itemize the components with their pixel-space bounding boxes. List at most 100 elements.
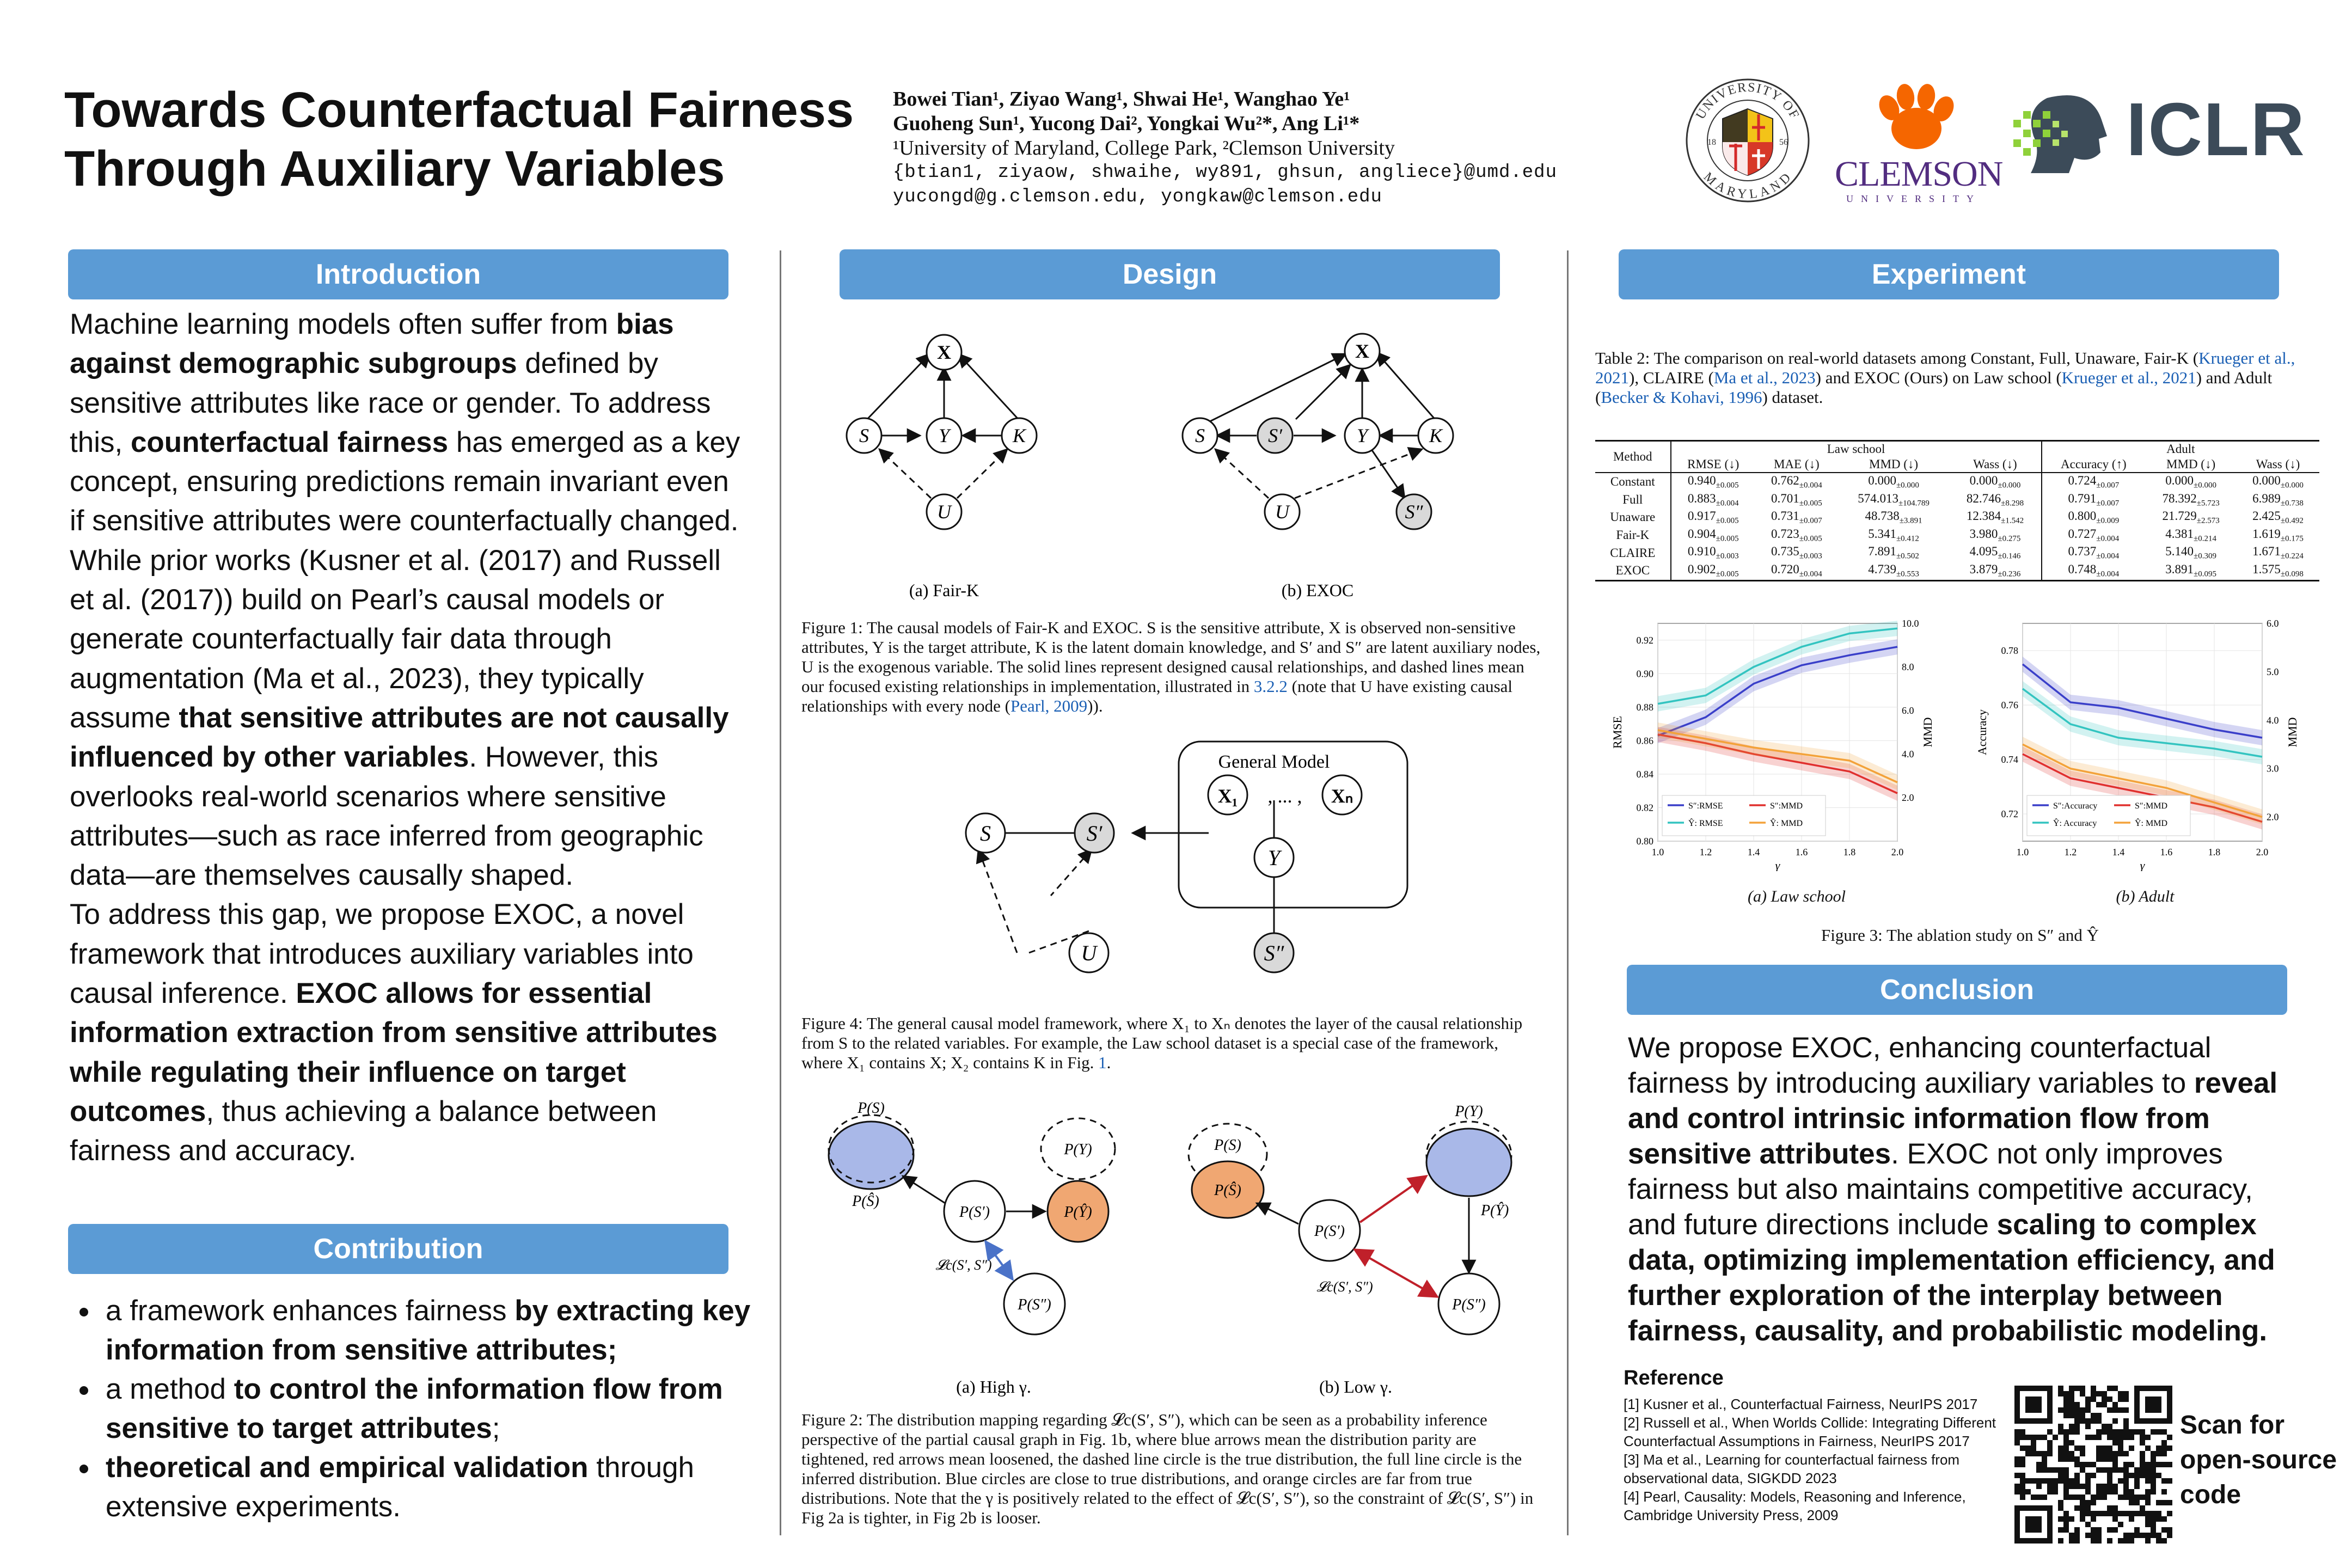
y2-tick-label: 10.0 xyxy=(1902,618,1919,629)
cell-plusminus: ± xyxy=(1716,534,1720,543)
qr-module xyxy=(2145,1467,2151,1473)
intro-bold: EXOC allows for essential information ex… xyxy=(70,977,718,1128)
qr-module xyxy=(2156,1429,2161,1435)
qr-module xyxy=(2140,1456,2145,1462)
qr-module xyxy=(2020,1478,2025,1484)
x-tick-label: 1.2 xyxy=(1700,847,1712,857)
qr-module xyxy=(2085,1402,2091,1407)
fig1a-caption: (a) Fair-K xyxy=(909,580,979,600)
qr-module xyxy=(2063,1413,2069,1418)
fig1a-nodes: X S Y K U xyxy=(846,334,1038,530)
qr-module xyxy=(2058,1500,2063,1505)
qr-module xyxy=(2161,1500,2167,1505)
x-tick-label: 1.4 xyxy=(1748,847,1760,857)
qr-module xyxy=(2118,1429,2123,1435)
group-adult: Adult xyxy=(2166,442,2195,456)
qr-module xyxy=(2096,1538,2102,1543)
qr-module xyxy=(2118,1445,2123,1451)
x-tick-label: 1.0 xyxy=(2017,847,2029,857)
cell-plusminus: ± xyxy=(2193,481,2198,490)
qr-module xyxy=(2096,1418,2102,1424)
qr-module xyxy=(2058,1424,2063,1429)
fig4-caption-ref[interactable]: 1 xyxy=(1098,1053,1107,1072)
cell-mean: 3.980 xyxy=(1969,526,1998,541)
qr-module xyxy=(2020,1489,2025,1494)
table-cell: 0.735±0.003 xyxy=(1755,544,1838,562)
table-cell: 4.381±0.214 xyxy=(2145,526,2237,544)
row-method: CLAIRE xyxy=(1595,544,1671,562)
qr-module xyxy=(2107,1435,2112,1440)
qr-module xyxy=(2161,1538,2167,1543)
series-band xyxy=(1658,722,1897,790)
qr-module xyxy=(2161,1445,2167,1451)
table-caption-ref[interactable]: Krueger et al., 2021 xyxy=(2061,368,2196,387)
label-dots: , ... , xyxy=(1268,785,1302,807)
qr-module xyxy=(2091,1511,2096,1516)
series-line xyxy=(2022,743,2263,818)
table-cell: 0.940±0.005 xyxy=(1671,473,1755,491)
cell-mean: 4.381 xyxy=(2165,526,2194,541)
series-line xyxy=(2022,753,2263,823)
qr-code[interactable] xyxy=(2014,1386,2172,1543)
label-x: X xyxy=(937,341,951,363)
y2-tick-label: 2.0 xyxy=(1902,792,1914,803)
cell-std: 0.007 xyxy=(2100,481,2120,490)
cell-plusminus: ± xyxy=(2280,534,2286,543)
qr-module xyxy=(2020,1445,2025,1451)
qr-module xyxy=(2107,1511,2112,1516)
qr-module xyxy=(2118,1391,2123,1396)
series-line xyxy=(1657,627,1898,705)
y2-tick-label: 5.0 xyxy=(2267,666,2279,677)
qr-module xyxy=(2085,1473,2091,1478)
qr-module xyxy=(2107,1538,2112,1543)
cell-plusminus: ± xyxy=(2193,552,2198,561)
fig1a-graph xyxy=(863,353,1022,499)
table-cell: 1.575±0.098 xyxy=(2237,562,2319,580)
cell-std: 104.789 xyxy=(1903,499,1930,508)
col-header: MAE (↓) xyxy=(1773,457,1820,471)
qr-module xyxy=(2145,1435,2151,1440)
figure-4-caption: Figure 4: The general causal model frame… xyxy=(801,1014,1542,1073)
qr-module xyxy=(2102,1445,2107,1451)
qr-module xyxy=(2069,1456,2074,1462)
qr-module xyxy=(2123,1435,2129,1440)
qr-module xyxy=(2123,1538,2129,1543)
table-cell: 0.883±0.004 xyxy=(1671,491,1755,509)
table-caption-ref[interactable]: Becker & Kohavi, 1996 xyxy=(1601,388,1762,407)
table-cell: 3.879±0.236 xyxy=(1949,561,2042,581)
qr-module xyxy=(2058,1407,2063,1413)
qr-module xyxy=(2036,1435,2042,1440)
y-axis-label: Accuracy xyxy=(1975,709,1989,755)
qr-module xyxy=(2123,1473,2129,1478)
table-caption-ref[interactable]: Ma et al., 2023 xyxy=(1713,368,1816,387)
qr-module xyxy=(2107,1478,2112,1484)
y-tick-label: 0.88 xyxy=(1637,702,1654,713)
y2-tick-label: 4.0 xyxy=(1902,749,1914,759)
qr-module xyxy=(2031,1440,2036,1445)
qr-label: Scan for open-source code xyxy=(2180,1408,2343,1512)
cell-std: 0.004 xyxy=(2100,569,2120,579)
fig1-caption-ref-section[interactable]: 3.2.2 xyxy=(1253,677,1288,696)
qr-module xyxy=(2129,1511,2134,1516)
qr-module xyxy=(2156,1533,2161,1538)
qr-module xyxy=(2047,1489,2053,1494)
cell-std: 0.000 xyxy=(2285,481,2304,490)
cell-mean: 82.746 xyxy=(1966,491,2001,505)
qr-module xyxy=(2167,1478,2172,1484)
table-cell: 12.384±1.542 xyxy=(1949,509,2042,526)
series-band xyxy=(2023,681,2262,764)
table-cell: 0.000±0.000 xyxy=(2145,473,2237,491)
qr-module xyxy=(2107,1505,2112,1511)
qr-module xyxy=(2085,1522,2091,1527)
qr-module xyxy=(2036,1494,2042,1500)
table-row: Unaware 0.917±0.005 0.731±0.007 48.738±3.89… xyxy=(1595,509,2319,526)
table-caption-ref[interactable]: Krueger et al., 2021 xyxy=(1595,348,2295,387)
conclusion-header: Conclusion xyxy=(1627,965,2287,1015)
qr-module xyxy=(2112,1462,2118,1467)
qr-module xyxy=(2014,1489,2020,1494)
qr-module xyxy=(2102,1456,2107,1462)
fig1-caption-ref-pearl[interactable]: Pearl, 2009 xyxy=(1010,696,1088,715)
table-cell: 3.891±0.095 xyxy=(2145,562,2237,580)
fig1b-caption: (b) EXOC xyxy=(1282,580,1353,600)
cell-mean: 7.891 xyxy=(1868,544,1896,559)
